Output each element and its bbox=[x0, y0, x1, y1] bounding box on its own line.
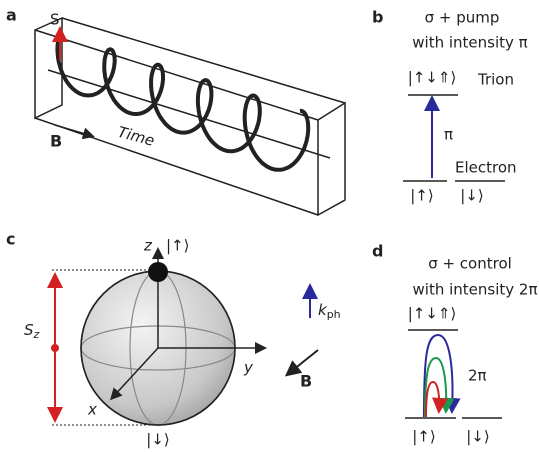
panel-label: d bbox=[372, 242, 383, 261]
title: with intensity 2π bbox=[413, 281, 538, 299]
state: |↑↓⇑⟩ bbox=[408, 305, 457, 323]
sz-dot bbox=[51, 344, 59, 352]
spin-label: S bbox=[50, 11, 60, 29]
level-label: Electron bbox=[455, 159, 517, 177]
panel-d: d σ + control with intensity 2π |↑↓⇑⟩ 2π… bbox=[372, 242, 537, 446]
figure: a S B Time b σ + pump with intensity π |… bbox=[0, 0, 539, 452]
k-label: kph bbox=[318, 301, 341, 322]
panel-label: a bbox=[6, 6, 17, 25]
state: |↑↓⇑⟩ bbox=[408, 69, 457, 87]
transition-arc bbox=[424, 335, 452, 417]
panel-b: b σ + pump with intensity π |↑↓⇑⟩ Trion … bbox=[372, 8, 528, 205]
state: |↓⟩ bbox=[146, 431, 169, 449]
panel-a: a S B Time bbox=[6, 6, 345, 216]
box bbox=[35, 18, 345, 215]
state-dot bbox=[148, 262, 168, 282]
panel-c: c Sz z |↑⟩ y x |↓⟩ kph B bbox=[6, 230, 341, 449]
axis-label: x bbox=[87, 401, 97, 419]
k-sub: ph bbox=[327, 308, 341, 321]
sz-sub: z bbox=[33, 328, 40, 341]
state: |↓⟩ bbox=[460, 187, 483, 205]
state: |↑⟩ bbox=[412, 428, 435, 446]
axis-label: y bbox=[243, 359, 254, 377]
title: σ + pump bbox=[425, 9, 500, 27]
state: |↑⟩ bbox=[166, 237, 189, 255]
panel-label: b bbox=[372, 8, 383, 27]
sz-main: S bbox=[24, 321, 34, 339]
state: |↓⟩ bbox=[466, 428, 489, 446]
state: |↑⟩ bbox=[410, 187, 433, 205]
sz-label: Sz bbox=[24, 321, 40, 342]
axis-label: Time bbox=[116, 123, 157, 150]
field-label: B bbox=[300, 372, 312, 391]
transition-arc bbox=[426, 382, 439, 417]
transition-label: π bbox=[444, 126, 453, 144]
level-label: Trion bbox=[477, 71, 514, 89]
panel-label: c bbox=[6, 230, 15, 249]
title: with intensity π bbox=[412, 34, 527, 52]
title: σ + control bbox=[428, 255, 512, 273]
rotation-label: 2π bbox=[468, 367, 487, 385]
field-label: B bbox=[50, 132, 62, 151]
field-arrow bbox=[288, 350, 318, 374]
axis-label: z bbox=[143, 237, 153, 255]
